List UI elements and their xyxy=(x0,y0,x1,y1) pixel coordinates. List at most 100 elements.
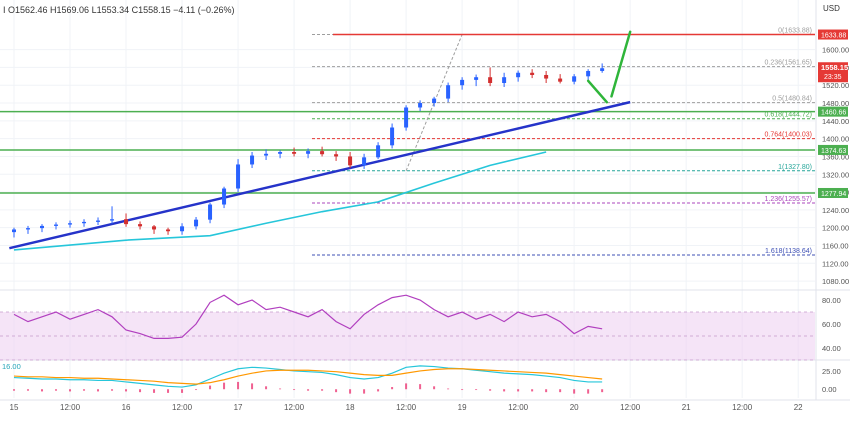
macd-histogram-bar xyxy=(559,389,562,393)
macd-histogram-bar xyxy=(531,389,534,392)
candle-body xyxy=(306,151,311,154)
candle-body xyxy=(600,68,605,71)
x-tick-label: 16 xyxy=(122,403,131,412)
candle-body xyxy=(138,224,143,227)
macd-histogram-bar xyxy=(111,389,114,391)
candle-body xyxy=(110,219,115,221)
macd-histogram-bar xyxy=(433,386,436,390)
candle-body xyxy=(376,145,381,158)
candle-body xyxy=(558,78,563,82)
x-tick-label: 17 xyxy=(234,403,243,412)
candle-body xyxy=(474,77,479,80)
x-tick-label: 12:00 xyxy=(732,403,753,412)
moving-average-line xyxy=(13,151,547,251)
candle-body xyxy=(222,188,227,205)
macd-line xyxy=(13,365,603,388)
candle-body xyxy=(432,98,437,104)
candle-body xyxy=(278,152,283,154)
fib-level-label: 0(1633.88) xyxy=(778,28,812,35)
candle-body xyxy=(180,226,185,232)
candle-body xyxy=(96,220,101,222)
fib-level-label: 1.236(1255.57) xyxy=(765,196,812,203)
fib-level-label: 0.5(1480.84) xyxy=(772,96,812,103)
macd-histogram-bar xyxy=(517,389,520,392)
candle-body xyxy=(334,154,339,157)
candle-body xyxy=(250,155,255,165)
candle-body xyxy=(68,223,73,225)
macd-histogram-bar xyxy=(321,389,324,391)
x-tick-label: 12:00 xyxy=(284,403,305,412)
macd-pane: 16.00 xyxy=(2,362,604,394)
macd-y-tick-label: 0.00 xyxy=(822,385,837,394)
y-tick-label: 1240.00 xyxy=(822,206,849,215)
macd-histogram-bar xyxy=(447,388,450,390)
y-tick-label: 1320.00 xyxy=(822,170,849,179)
macd-histogram-bar xyxy=(391,387,394,390)
macd-histogram-bar xyxy=(461,389,464,391)
support-price-tag xyxy=(818,106,848,117)
macd-y-tick-label: 25.00 xyxy=(822,367,841,376)
candle-body xyxy=(54,224,59,226)
candle-body xyxy=(124,219,129,225)
macd-histogram-bar xyxy=(181,389,184,393)
fib-level-label: 1.618(1138.64) xyxy=(765,248,812,255)
y-tick-label: 1480.00 xyxy=(822,99,849,108)
candle-body xyxy=(264,153,269,156)
macd-histogram-bar xyxy=(349,389,352,394)
fib-diagonal xyxy=(405,34,463,171)
candle-body xyxy=(236,164,241,189)
x-tick-label: 19 xyxy=(458,403,467,412)
x-tick-label: 21 xyxy=(682,403,691,412)
main-pane: 0(1633.88) 0.236(1561.65) 0.5(1480.84) 0.61… xyxy=(0,28,815,256)
projection-line xyxy=(610,30,632,98)
support-price-label: 1374.63 xyxy=(821,148,846,155)
macd-histogram-bar xyxy=(97,389,100,392)
candle-body xyxy=(446,85,451,99)
y-tick-label: 1440.00 xyxy=(822,117,849,126)
macd-histogram-bar xyxy=(125,389,128,392)
macd-histogram-bar xyxy=(573,389,576,394)
rsi-y-tick-label: 80.00 xyxy=(822,296,841,305)
candle-body xyxy=(362,157,367,166)
candle-body xyxy=(152,226,157,230)
last-price-label: 1558.15 xyxy=(821,63,848,72)
rsi-line xyxy=(13,294,603,339)
macd-histogram-bar xyxy=(13,389,16,391)
macd-histogram-bar xyxy=(293,389,296,391)
candle-body xyxy=(544,74,549,79)
y-tick-label: 1120.00 xyxy=(822,259,849,268)
candle-body xyxy=(404,107,409,128)
x-tick-label: 18 xyxy=(346,403,355,412)
candle-body xyxy=(40,225,45,229)
candle-body xyxy=(208,204,213,220)
x-tick-label: 12:00 xyxy=(172,403,193,412)
y-tick-label: 1600.00 xyxy=(822,46,849,55)
candle-body xyxy=(348,156,353,166)
last-price-countdown: 23:35 xyxy=(824,74,842,81)
y-tick-label: 1200.00 xyxy=(822,224,849,233)
macd-histogram-bar xyxy=(335,389,338,393)
macd-histogram-bar xyxy=(545,389,548,393)
candle-body xyxy=(516,72,521,78)
macd-histogram-bar xyxy=(419,384,422,390)
candle-body xyxy=(572,76,577,82)
projection-line xyxy=(586,79,609,104)
macd-histogram-bar xyxy=(475,389,478,391)
macd-histogram-bar xyxy=(237,381,240,390)
resistance-price-label: 1633.88 xyxy=(821,33,846,40)
macd-histogram-bar xyxy=(587,389,590,394)
ohlc-readout: I O1562.46 H1569.06 L1553.34 C1558.15 −4… xyxy=(3,5,235,15)
candle-body xyxy=(292,152,297,154)
rsi-pane xyxy=(0,294,815,361)
candle-body xyxy=(82,221,87,224)
macd-histogram-bar xyxy=(69,389,72,392)
macd-histogram-bar xyxy=(167,389,170,393)
macd-histogram-bar xyxy=(307,389,310,391)
macd-histogram-bar xyxy=(405,383,408,390)
ascending-trendline xyxy=(9,100,631,250)
macd-histogram-bar xyxy=(377,389,380,392)
candle-body xyxy=(586,70,591,77)
y-tick-label: 1080.00 xyxy=(822,277,849,286)
